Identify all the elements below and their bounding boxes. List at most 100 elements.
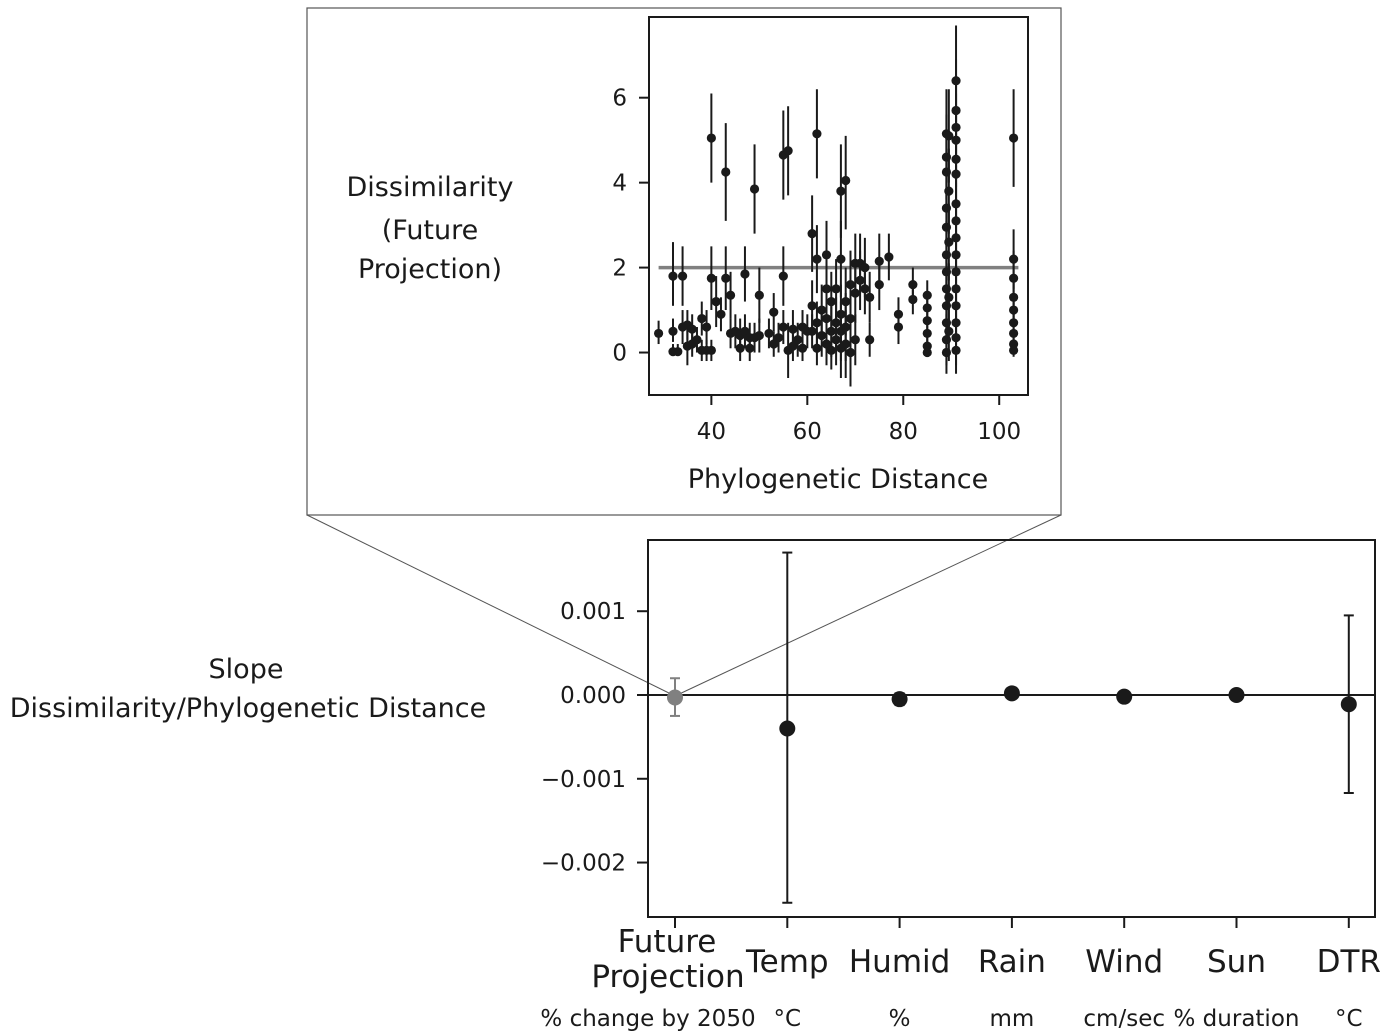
inset-data-point bbox=[817, 305, 827, 315]
inset-data-point bbox=[1009, 133, 1019, 143]
inset-data-point bbox=[1009, 345, 1019, 356]
inset-data-point bbox=[668, 271, 678, 281]
category-label: Temp bbox=[745, 944, 829, 980]
inset-data-point bbox=[893, 322, 904, 332]
inset-data-point bbox=[841, 339, 851, 349]
inset-data-point bbox=[944, 131, 954, 141]
inset-data-point bbox=[1009, 328, 1019, 339]
main-ytick-label: −0.001 bbox=[541, 767, 626, 793]
inset-data-point bbox=[740, 269, 750, 279]
inset-data-point bbox=[944, 326, 954, 336]
inset-data-point bbox=[865, 292, 875, 302]
inset-data-point bbox=[812, 254, 822, 264]
inset-data-point bbox=[821, 284, 832, 294]
main-ylabel-line-2: Dissimilarity/Phylogenetic Distance bbox=[10, 693, 486, 724]
inset-data-point bbox=[817, 330, 827, 341]
inset-data-point bbox=[711, 296, 721, 307]
main-data-point bbox=[1340, 696, 1357, 713]
inset-data-point bbox=[831, 284, 841, 294]
inset-xtick-label: 100 bbox=[977, 419, 1021, 445]
main-data-point bbox=[667, 689, 683, 706]
category-unit: % duration bbox=[1174, 1006, 1300, 1032]
category-label-line: Future bbox=[618, 924, 717, 960]
inset-data-point bbox=[821, 313, 832, 324]
inset-data-point bbox=[653, 328, 664, 339]
inset-data-point bbox=[807, 301, 817, 311]
main-data-point bbox=[1003, 685, 1020, 702]
inset-data-point bbox=[821, 339, 832, 349]
inset-data-point bbox=[812, 318, 822, 328]
inset-data-point bbox=[831, 335, 841, 345]
inset-data-point bbox=[721, 273, 731, 283]
inset-points bbox=[653, 25, 1019, 387]
category-unit: cm/sec bbox=[1083, 1006, 1165, 1032]
inset-data-point bbox=[865, 335, 875, 345]
inset-data-point bbox=[716, 309, 726, 319]
category-label: Humid bbox=[849, 944, 950, 980]
main-ytick-label: −0.002 bbox=[541, 851, 626, 877]
inset-ytick-label: 0 bbox=[612, 341, 627, 367]
category-label: Wind bbox=[1085, 944, 1163, 980]
inset-data-point bbox=[836, 254, 846, 264]
inset-ylabel-line-3: Projection) bbox=[358, 254, 502, 285]
inset-xtick-label: 60 bbox=[793, 419, 822, 445]
inset-data-point bbox=[812, 129, 822, 139]
connector-line-right bbox=[674, 514, 1062, 697]
inset-data-point bbox=[855, 275, 865, 285]
inset-data-point bbox=[706, 273, 716, 283]
category-unit: % bbox=[889, 1006, 911, 1032]
inset-data-point bbox=[749, 184, 760, 194]
inset-data-point bbox=[951, 345, 961, 356]
inset-data-point bbox=[764, 328, 774, 339]
inset-data-point bbox=[721, 167, 731, 177]
inset-data-point bbox=[701, 322, 712, 332]
inset-xtick-label: 80 bbox=[889, 419, 918, 445]
inset-data-point bbox=[706, 133, 716, 143]
category-unit: °C bbox=[1335, 1006, 1363, 1032]
inset-data-point bbox=[797, 343, 808, 353]
main-data-point bbox=[1228, 686, 1245, 703]
inset-data-point bbox=[845, 279, 856, 290]
category-unit: mm bbox=[989, 1006, 1034, 1032]
inset-data-point bbox=[807, 326, 817, 336]
category-label: DTR bbox=[1317, 944, 1381, 980]
inset-data-point bbox=[697, 313, 707, 324]
main-ylabel-line-1: Slope bbox=[209, 654, 284, 685]
inset-data-point bbox=[836, 186, 846, 196]
inset-ytick-label: 4 bbox=[612, 171, 627, 197]
inset-data-point bbox=[874, 279, 884, 290]
connector-line-left bbox=[306, 514, 676, 697]
inset-plot-area bbox=[648, 16, 1029, 396]
inset-data-point bbox=[706, 345, 716, 356]
inset-xlabel: Phylogenetic Distance bbox=[688, 464, 988, 495]
inset-data-point bbox=[807, 229, 817, 239]
inset-axes: 40 60 80 100 0 2 4 6 bbox=[612, 86, 1021, 445]
inset-data-point bbox=[677, 271, 688, 281]
inset-data-point bbox=[841, 175, 851, 186]
inset-data-point bbox=[735, 343, 745, 353]
category-label: Rain bbox=[978, 944, 1046, 980]
inset-ylabel-line-1: Dissimilarity bbox=[347, 172, 514, 203]
inset-data-point bbox=[673, 347, 683, 357]
inset-data-point bbox=[778, 322, 788, 332]
inset-data-point bbox=[884, 252, 894, 262]
inset-data-point bbox=[687, 324, 697, 334]
inset-data-point bbox=[754, 330, 764, 341]
inset-frame bbox=[306, 7, 1062, 516]
inset-data-point bbox=[668, 326, 678, 336]
inset-data-point bbox=[850, 288, 860, 298]
inset-data-point bbox=[778, 271, 788, 281]
inset-data-point bbox=[860, 284, 870, 294]
main-data-point bbox=[891, 691, 908, 708]
inset-data-point bbox=[922, 328, 932, 339]
inset-data-point bbox=[922, 347, 932, 358]
inset-data-point bbox=[769, 339, 779, 349]
inset-data-point bbox=[845, 347, 856, 358]
inset-data-point bbox=[908, 294, 918, 305]
inset-data-point bbox=[754, 290, 764, 300]
inset-data-point bbox=[944, 237, 954, 247]
main-points bbox=[667, 551, 1357, 904]
